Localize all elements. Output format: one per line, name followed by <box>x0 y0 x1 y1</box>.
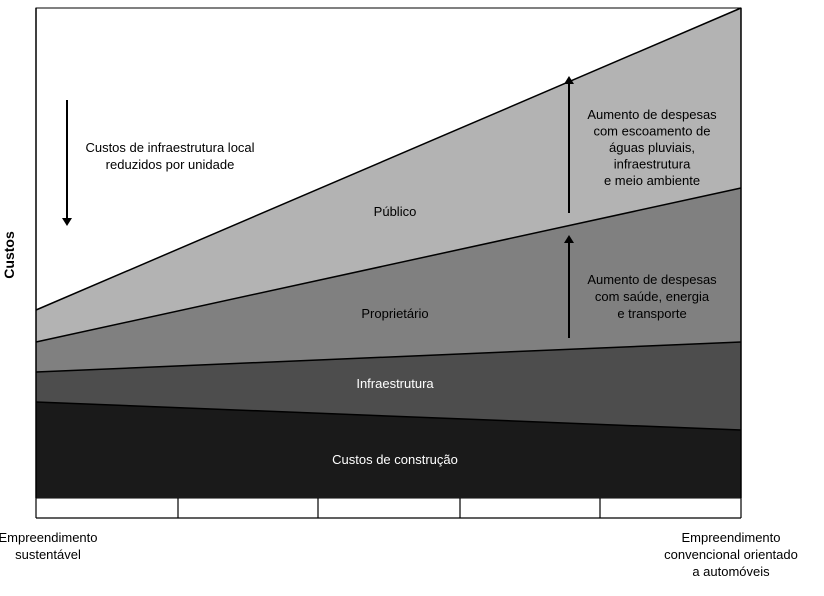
annotation: com saúde, energia <box>595 289 710 304</box>
y-axis-label: Custos <box>1 231 17 279</box>
x-axis <box>35 498 742 519</box>
annotation: infraestrutura <box>614 157 691 172</box>
annotation: e meio ambiente <box>604 173 700 188</box>
annotation: Aumento de despesas <box>587 272 717 287</box>
layer-label: Infraestrutura <box>356 376 434 391</box>
annotation: águas pluviais, <box>609 140 695 155</box>
annotation: e transporte <box>617 306 686 321</box>
owner-layer <box>36 188 741 372</box>
construction-layer <box>36 402 741 498</box>
annotation: com escoamento de <box>593 124 710 139</box>
layer-label: Proprietário <box>361 306 428 321</box>
x-axis-label: a automóveis <box>692 564 770 579</box>
layer-label: Custos de construção <box>332 452 458 467</box>
annotation: Aumento de despesas <box>587 107 717 122</box>
x-axis-label: convencional orientado <box>664 547 798 562</box>
public-layer <box>36 8 741 342</box>
layer-edges <box>35 7 742 498</box>
multiline-texts: Custos de infraestrutura local reduzidos … <box>0 107 798 579</box>
annotation: Custos de infraestrutura local <box>85 140 254 155</box>
arrows <box>62 76 574 338</box>
x-axis-label: sustentável <box>15 547 81 562</box>
annotation: reduzidos por unidade <box>106 157 235 172</box>
layer-label: Público <box>374 204 417 219</box>
x-axis-label: Empreendimento <box>0 530 98 545</box>
infrastructure-layer <box>36 342 741 430</box>
x-axis-label: Empreendimento <box>682 530 781 545</box>
